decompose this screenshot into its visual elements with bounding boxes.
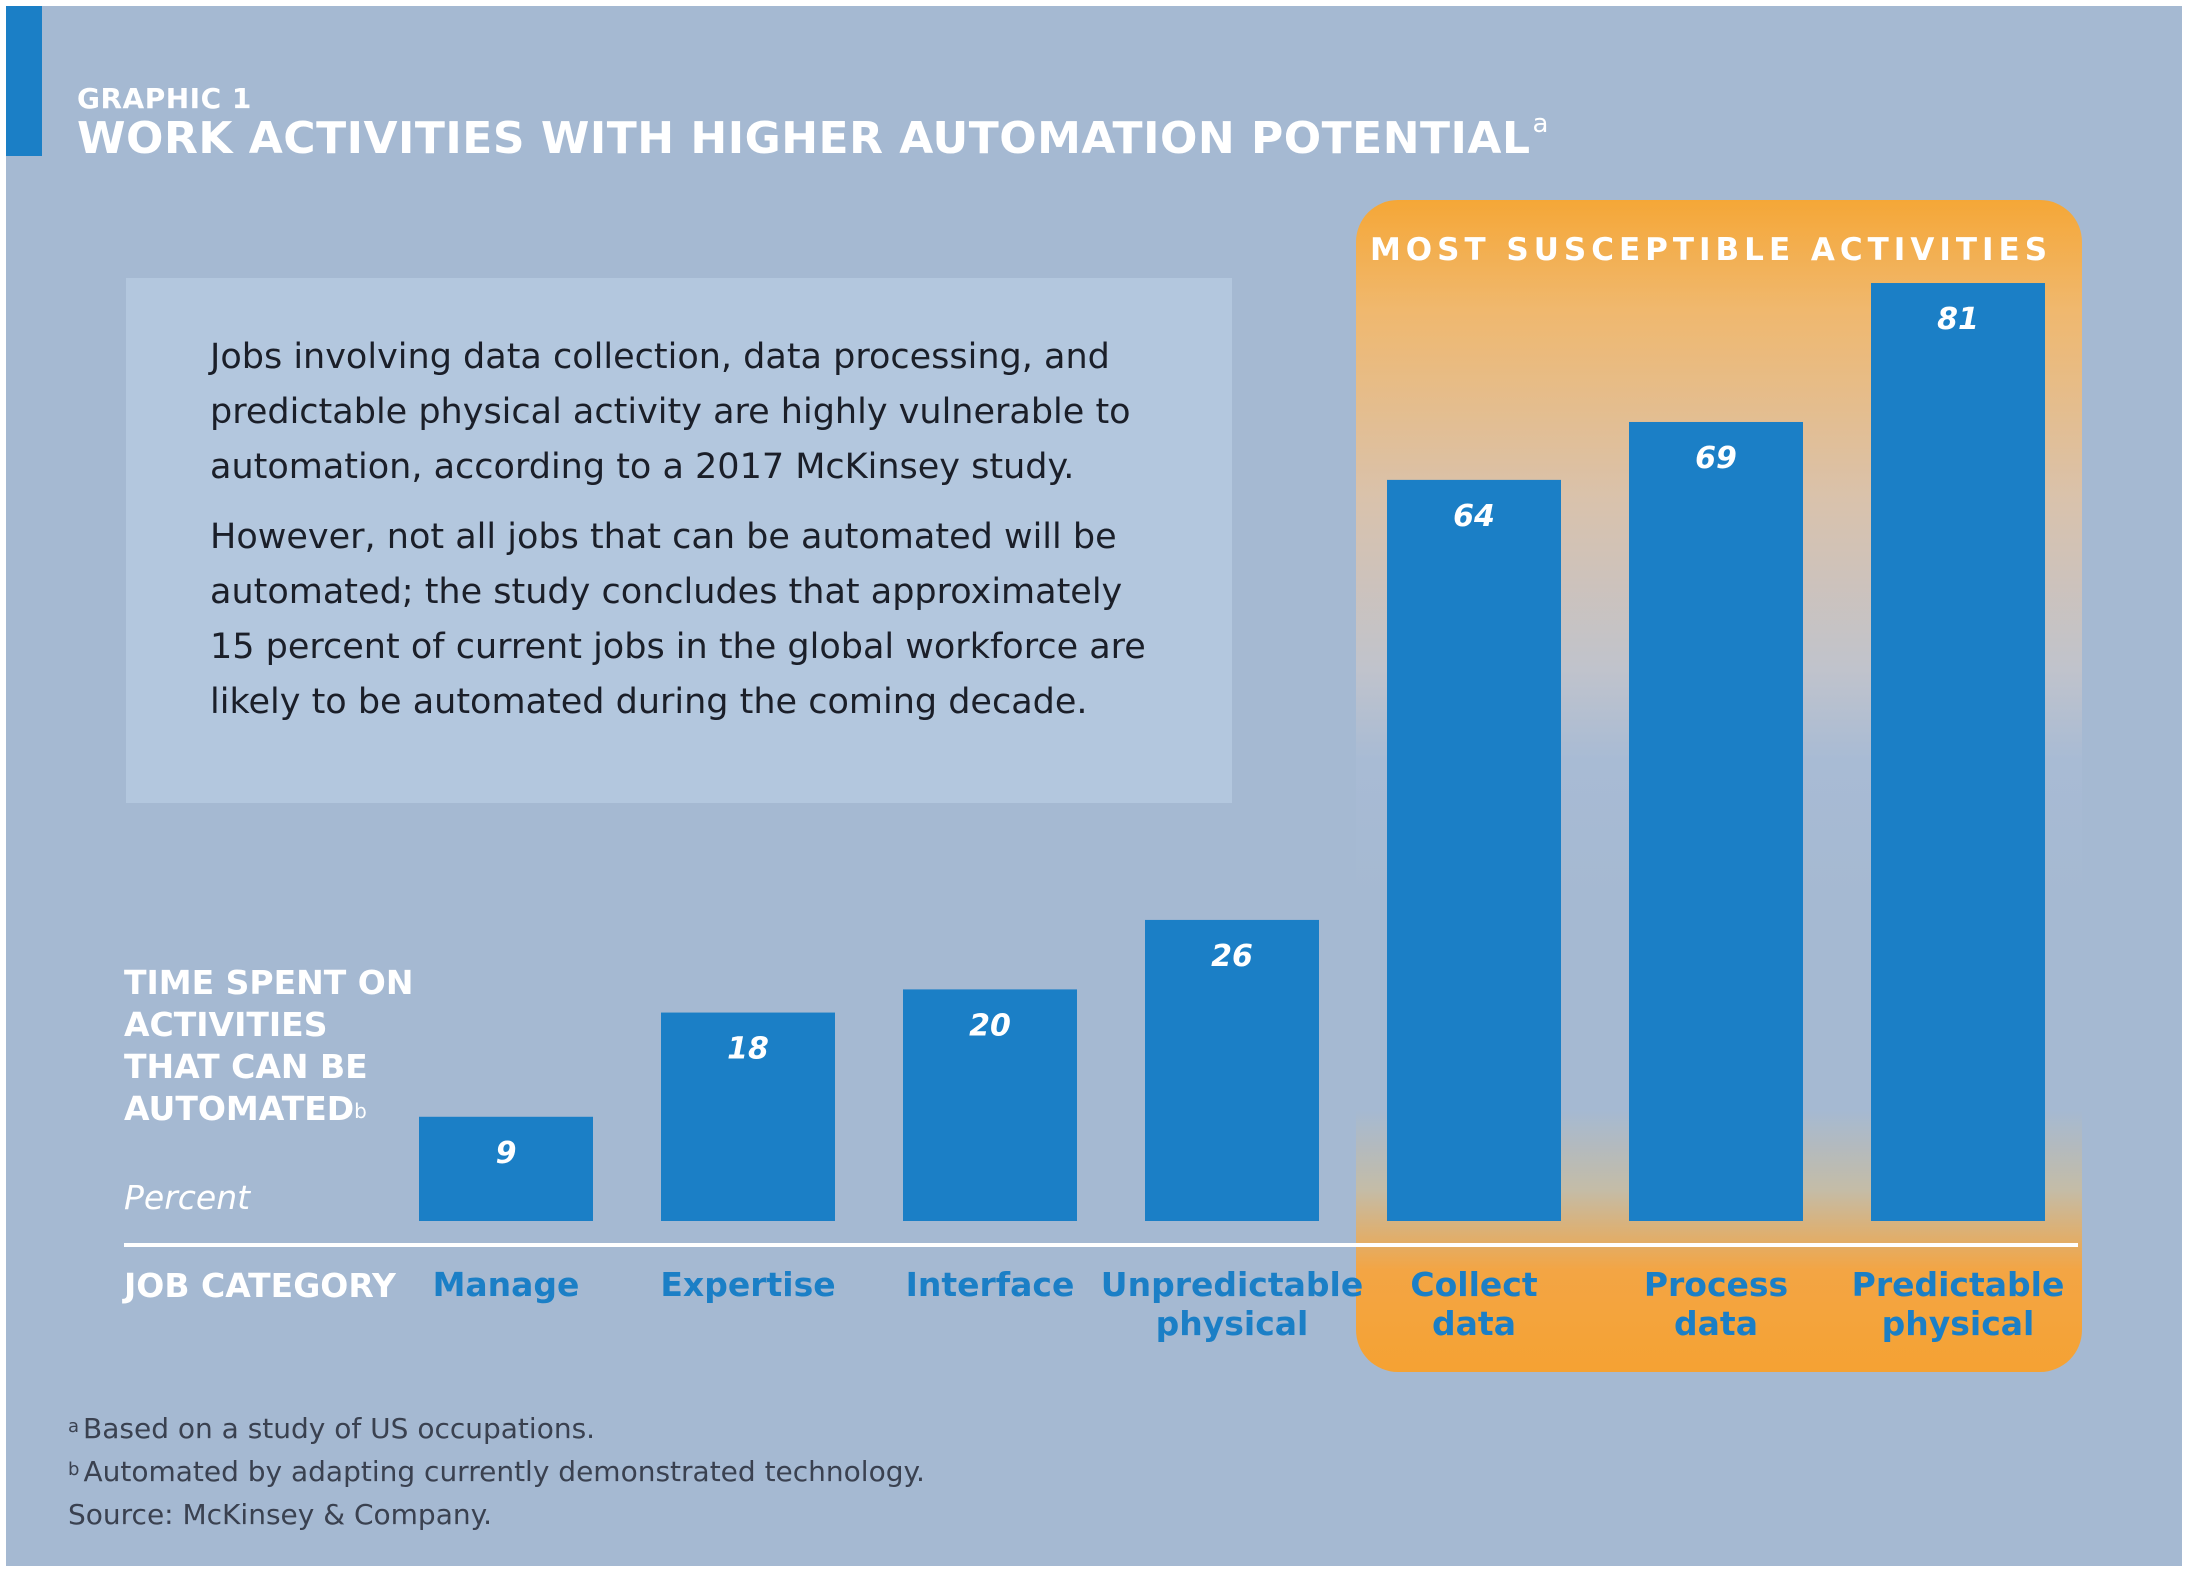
bar-value-label: 26 (1211, 939, 1253, 974)
y-axis-label-text: TIME SPENT ON ACTIVITIES THAT CAN BE AUT… (124, 963, 414, 1128)
category-tick-label: physical (1882, 1304, 2035, 1343)
category-tick-label: physical (1156, 1304, 1309, 1343)
footnote-b: b Automated by adapting currently demonst… (68, 1450, 925, 1493)
chart-title: WORK ACTIVITIES WITH HIGHER AUTOMATION P… (77, 109, 1549, 164)
y-axis-footnote-mark: b (354, 1099, 367, 1123)
category-tick-label: data (1432, 1304, 1516, 1343)
bar-2 (903, 989, 1077, 1221)
footnote-text: Based on a study of US occupations. (83, 1412, 596, 1445)
bar-6 (1871, 283, 2045, 1221)
category-tick-label: Predictable (1852, 1265, 2065, 1304)
bar-4 (1387, 479, 1561, 1221)
y-axis-unit: Percent (124, 1178, 251, 1217)
description-paragraph-2: However, not all jobs that can be automa… (210, 517, 1146, 722)
category-tick-label: Manage (433, 1265, 580, 1304)
category-tick-label: Collect (1410, 1265, 1537, 1304)
footnote-a: a Based on a study of US occupations. (68, 1407, 925, 1450)
highlight-label: MOST SUSCEPTIBLE ACTIVITIES (1369, 232, 2053, 268)
accent-bar (6, 6, 42, 156)
category-tick-label: Unpredictable (1101, 1265, 1363, 1304)
category-tick-label: data (1674, 1304, 1758, 1343)
bar-value-label: 20 (969, 1008, 1011, 1043)
description-box (126, 278, 1232, 803)
bar-0 (419, 1116, 593, 1221)
y-axis-label: TIME SPENT ON ACTIVITIES THAT CAN BE AUT… (124, 962, 424, 1130)
description-paragraph-1: Jobs involving data collection, data pro… (210, 337, 1131, 487)
source-text: Source: McKinsey & Company. (68, 1498, 493, 1531)
footnote-text: Automated by adapting currently demonstr… (83, 1455, 925, 1488)
source-line: Source: McKinsey & Company. (68, 1493, 925, 1536)
bar-1 (661, 1012, 835, 1221)
chart-title-text: WORK ACTIVITIES WITH HIGHER AUTOMATION P… (77, 113, 1531, 164)
graphic-number: GRAPHIC 1 (77, 82, 252, 115)
footnote-mark: b (68, 1459, 80, 1480)
footnote-mark: a (68, 1416, 80, 1437)
x-axis-label: JOB CATEGORY (124, 1266, 396, 1305)
category-tick-label: Interface (906, 1265, 1075, 1304)
title-footnote-mark: a (1532, 109, 1549, 139)
bar-value-label: 69 (1695, 441, 1737, 476)
bar-3 (1145, 919, 1319, 1221)
bar-value-label: 81 (1937, 302, 1979, 337)
bar-value-label: 9 (496, 1136, 517, 1171)
category-tick-label: Expertise (660, 1265, 835, 1304)
bar-value-label: 64 (1453, 499, 1495, 534)
footnotes: a Based on a study of US occupations. b Au… (68, 1407, 925, 1536)
category-tick-label: Process (1644, 1265, 1788, 1304)
bar-5 (1629, 421, 1803, 1222)
bar-value-label: 18 (727, 1032, 769, 1067)
